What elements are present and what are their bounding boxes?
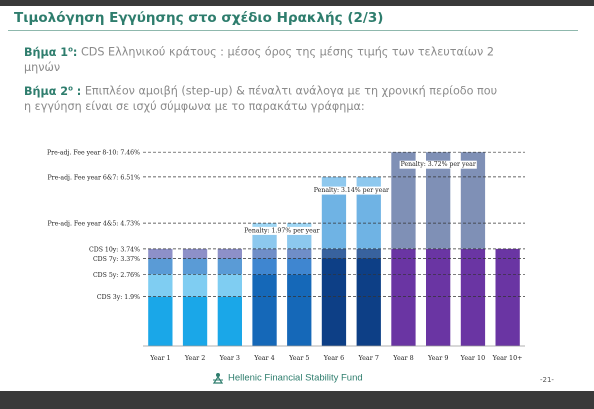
- reference-line-label-1: Pre-adj. Fee year 8-10: 7.46%: [47, 150, 140, 157]
- bar-segment-4-4: [252, 230, 277, 249]
- title-divider: [8, 30, 578, 31]
- axis-layer: Year 1 Year 2 Year 3 Year 4 Year 5 Year 6 Year…: [143, 345, 525, 362]
- reference-line-label-6: CDS 5y: 2.76%: [93, 272, 140, 279]
- step-2-body-cont: η εγγύηση είναι σε ισχύ σύμφωνα με το πα…: [24, 99, 365, 113]
- bar-segment-2-2: [182, 274, 208, 297]
- x-tick-label-4: Year 4: [253, 354, 274, 362]
- step-2-label-sup: ο: [68, 84, 73, 92]
- bar-segment-3-1: [217, 296, 242, 346]
- footer-org-name: Hellenic Financial Stability Fund: [228, 372, 363, 384]
- bar-segment-3-2: [217, 274, 242, 297]
- bar-segment-7-2: [356, 248, 381, 259]
- bars-layer: [148, 152, 520, 346]
- annotations-layer: Penalty: 1.97% per year Penalty: 3.14% pe…: [243, 160, 477, 235]
- step-2-label-colon: :: [72, 84, 82, 98]
- bar-segment-5-4: [287, 230, 312, 249]
- bottom-bar: [0, 391, 594, 409]
- reference-line-label-5: CDS 7y: 3.37%: [93, 256, 140, 263]
- bar-segment-2-3: [182, 258, 208, 275]
- reference-line-label-7: CDS 3y: 1.9%: [97, 294, 140, 301]
- bar-segment-7-1: [356, 258, 381, 346]
- step-1-body: CDS Ελληνικού κράτους : μέσος όρος της μ…: [80, 45, 494, 59]
- x-tick-label-8: Year 8: [392, 354, 413, 362]
- step-2-body: Επιπλέον αμοιβή (step-up) & πέναλτι ανάλ…: [84, 84, 498, 98]
- bar-segment-4-5: [252, 223, 277, 231]
- step-1-label-sup: ο: [68, 45, 73, 53]
- x-tick-label-6: Year 6: [323, 354, 344, 362]
- penalty-label-1: Penalty: 1.97% per year: [244, 227, 319, 234]
- step-2-label-text: Βήμα 2: [24, 84, 69, 98]
- bar-segment-3-3: [217, 258, 242, 275]
- bar-segment-1-1: [148, 296, 173, 346]
- bar-segment-5-5: [287, 223, 312, 231]
- bar-segment-4-1: [252, 274, 277, 346]
- bar-segment-2-4: [182, 248, 208, 259]
- x-tick-label-10: Year 10: [460, 354, 485, 362]
- x-tick-label-7: Year 7: [357, 354, 378, 362]
- bar-segment-6-2: [321, 248, 347, 259]
- bar-segment-5-1: [287, 274, 312, 346]
- step-1-label: Βήμα 1ο:: [24, 45, 78, 59]
- step-1-label-colon: :: [72, 45, 78, 59]
- reference-line-label-3: Pre-adj. Fee year 4&5: 4.73%: [48, 221, 141, 228]
- bar-segment-3-4: [217, 248, 242, 259]
- x-tick-label-5: Year 5: [288, 354, 309, 362]
- x-tick-label-11: Year 10+: [492, 354, 523, 362]
- step-1-body-cont: μηνών: [24, 60, 61, 74]
- bar-segment-8-1: [391, 248, 416, 346]
- step-2-text: Βήμα 2ο : Επιπλέον αμοιβή (step-up) & πέ…: [24, 81, 580, 114]
- penalty-label-3: Penalty: 3.72% per year: [401, 161, 476, 168]
- x-tick-label-1: Year 1: [149, 354, 170, 362]
- reference-lines-layer: Pre-adj. Fee year 8-10: 7.46% Pre-adj. Fe…: [47, 150, 525, 301]
- step-2-label: Βήμα 2ο :: [24, 84, 82, 98]
- x-tick-label-2: Year 2: [184, 354, 205, 362]
- bar-segment-2-1: [182, 296, 208, 346]
- penalty-label-bg-2: [312, 186, 390, 195]
- top-bar: [0, 0, 594, 6]
- bar-segment-6-3: [321, 190, 347, 249]
- bar-segment-9-1: [426, 248, 451, 346]
- bar-segment-11-1: [495, 248, 520, 346]
- bar-segment-5-2: [287, 258, 312, 275]
- step-1-label-text: Βήμα 1: [24, 45, 69, 59]
- bar-segment-6-1: [321, 258, 347, 346]
- reference-line-label-4: CDS 10y: 3.74%: [89, 246, 140, 253]
- bar-segment-1-3: [148, 258, 173, 275]
- penalty-label-2: Penalty: 3.14% per year: [314, 187, 389, 194]
- bar-segment-10-1: [460, 248, 486, 346]
- bar-segment-4-2: [252, 258, 277, 275]
- penalty-label-bg-3: [399, 160, 477, 169]
- footer-logo: Hellenic Financial Stability Fund: [212, 372, 363, 384]
- slide-title: Τιμολόγηση Εγγύησης στο σχέδιο Ηρακλής (…: [14, 10, 384, 26]
- x-tick-label-9: Year 9: [427, 354, 448, 362]
- reference-line-label-2: Pre-adj. Fee year 6&7: 6.51%: [48, 174, 141, 181]
- page-number: -21-: [540, 376, 554, 384]
- bar-segment-1-4: [148, 248, 173, 259]
- bar-segment-4-3: [252, 248, 277, 259]
- penalty-label-bg-1: [243, 226, 321, 235]
- hfsf-logo-icon: [212, 373, 224, 384]
- bar-segment-1-2: [148, 274, 173, 297]
- bar-segment-5-3: [287, 248, 312, 259]
- bar-segment-7-3: [356, 190, 381, 249]
- x-tick-label-3: Year 3: [219, 354, 240, 362]
- step-1-text: Βήμα 1ο: CDS Ελληνικού κράτους : μέσος ό…: [24, 42, 580, 75]
